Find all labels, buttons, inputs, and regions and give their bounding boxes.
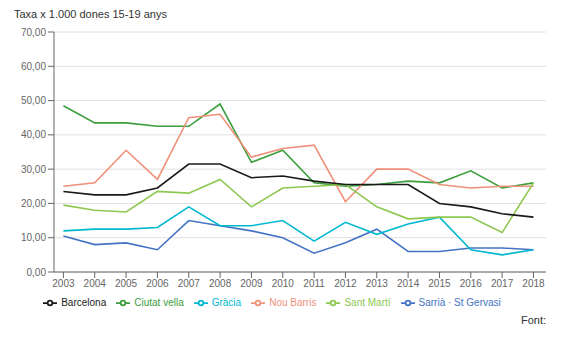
html-text:Font:: Font:	[520, 314, 546, 326]
svg-text:2007: 2007	[178, 278, 201, 289]
svg-text:2010: 2010	[272, 278, 295, 289]
svg-text:0,00: 0,00	[27, 267, 47, 278]
svg-text:2014: 2014	[397, 278, 420, 289]
svg-text:2006: 2006	[146, 278, 169, 289]
html-text:Barcelona: Barcelona	[61, 296, 107, 308]
html-text:Gràcia: Gràcia	[211, 296, 242, 308]
svg-text:40,00: 40,00	[21, 129, 46, 140]
svg-text:2012: 2012	[334, 278, 357, 289]
html-text:Taxa x 1.000 dones 15-19 anys: Taxa x 1.000 dones 15-19 anys	[14, 8, 167, 20]
svg-text:2016: 2016	[460, 278, 483, 289]
svg-text:30,00: 30,00	[21, 164, 46, 175]
html-text:Sant Martí: Sant Martí	[344, 296, 391, 308]
html-text:Nou Barris: Nou Barris	[269, 296, 317, 308]
html-text:Sarrià · St Gervasi: Sarrià · St Gervasi	[418, 296, 501, 308]
svg-text:60,00: 60,00	[21, 61, 46, 72]
svg-text:2017: 2017	[491, 278, 514, 289]
svg-text:20,00: 20,00	[21, 198, 46, 209]
svg-text:10,00: 10,00	[21, 232, 46, 243]
svg-text:2015: 2015	[428, 278, 451, 289]
svg-text:70,00: 70,00	[21, 27, 46, 38]
svg-text:50,00: 50,00	[21, 95, 46, 106]
html-text:Ciutat vella: Ciutat vella	[134, 296, 184, 308]
svg-text:2008: 2008	[209, 278, 232, 289]
svg-text:2009: 2009	[240, 278, 263, 289]
svg-text:2003: 2003	[52, 278, 75, 289]
svg-text:2005: 2005	[115, 278, 138, 289]
svg-text:2011: 2011	[303, 278, 325, 289]
svg-text:2018: 2018	[522, 278, 545, 289]
svg-text:2013: 2013	[366, 278, 389, 289]
svg-text:2004: 2004	[84, 278, 107, 289]
